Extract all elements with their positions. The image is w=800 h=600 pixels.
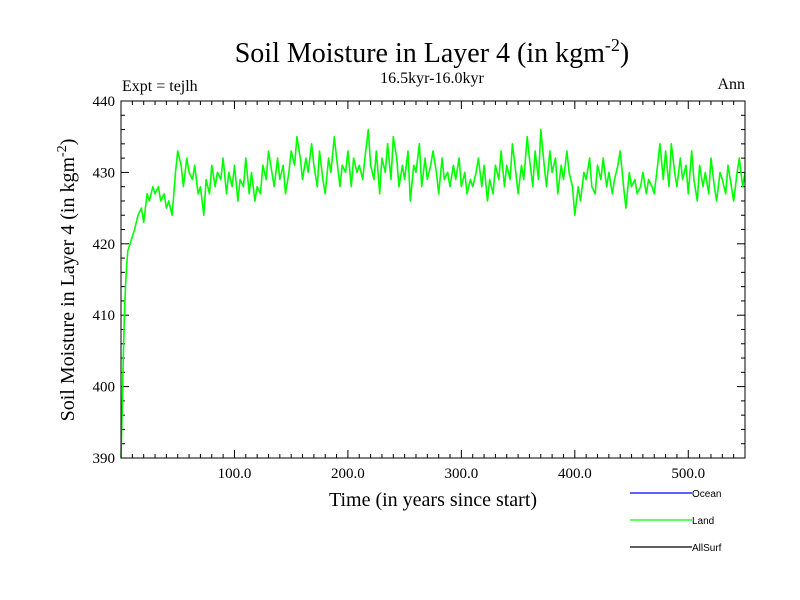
legend-label: Land [692, 516, 714, 527]
series-line-land [120, 128, 746, 459]
experiment-label: Expt = tejlh [122, 78, 198, 95]
y-tick-label: 430 [93, 165, 116, 181]
x-tick-label: 500.0 [671, 466, 705, 482]
y-tick-label: 410 [93, 308, 116, 324]
legend-label: Ocean [692, 489, 721, 500]
chart-subtitle: 16.5kyr-16.0kyr [380, 70, 484, 87]
y-tick-label: 390 [93, 451, 116, 467]
legend-item-ocean: Ocean [630, 489, 721, 500]
y-axis-tick-labels: 390 400 410 420 430 440 [93, 94, 116, 467]
x-tick-label: 200.0 [331, 466, 365, 482]
season-label: Ann [717, 76, 745, 93]
legend-item-allsurf: AllSurf [630, 543, 722, 554]
legend-item-land: Land [630, 516, 714, 527]
y-tick-label: 420 [93, 237, 116, 253]
plot-area: 390 400 410 420 430 440 100.0 200.0 300.0 400.0 5… [93, 94, 746, 482]
y-tick-label: 400 [93, 380, 116, 396]
y-axis-label: Soil Moisture in Layer 4 (in kgm-2) [55, 139, 79, 422]
legend: Ocean Land AllSurf [630, 489, 722, 554]
chart-title: Soil Moisture in Layer 4 (in kgm-2) [235, 35, 630, 69]
x-tick-label: 400.0 [558, 466, 592, 482]
x-tick-label: 100.0 [218, 466, 252, 482]
y-tick-label: 440 [93, 94, 116, 110]
x-axis-tick-labels: 100.0 200.0 300.0 400.0 500.0 [218, 466, 706, 482]
x-axis-label: Time (in years since start) [329, 489, 537, 511]
series-layer [120, 128, 746, 459]
plot-frame [120, 100, 746, 459]
x-tick-label: 300.0 [444, 466, 478, 482]
legend-label: AllSurf [692, 543, 722, 554]
